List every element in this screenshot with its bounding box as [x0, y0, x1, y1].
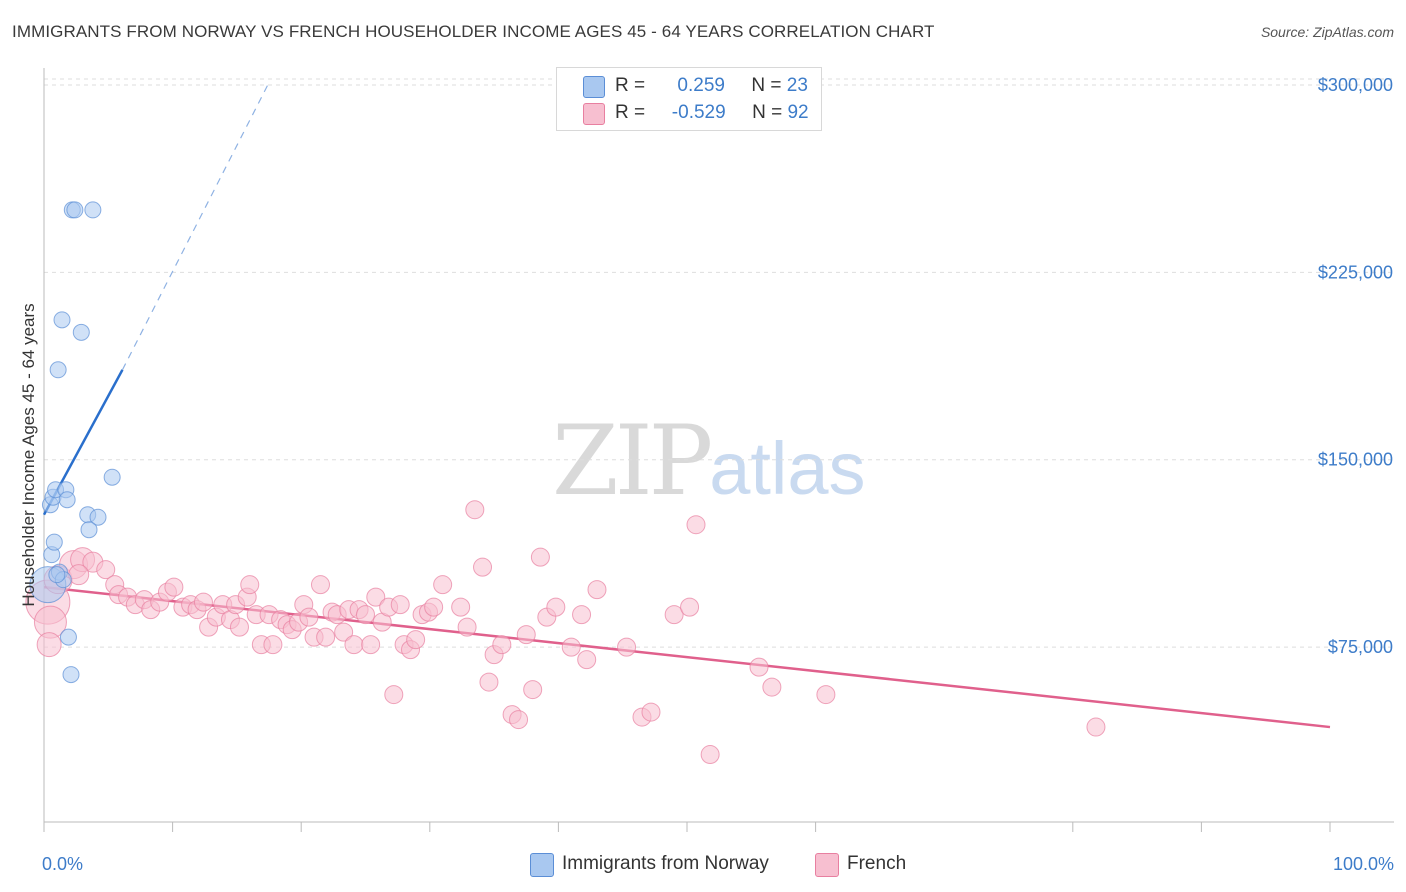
data-point-french	[457, 617, 477, 637]
data-point-french	[664, 605, 684, 625]
data-point-french	[366, 587, 386, 607]
y-tick-label: $75,000	[1328, 637, 1393, 657]
data-point-norway	[62, 666, 80, 684]
data-point-french	[36, 632, 62, 658]
data-point-french	[96, 560, 116, 580]
data-point-french	[509, 710, 529, 730]
data-point-french	[433, 575, 453, 595]
legend-swatch-norway	[583, 76, 605, 98]
legend-text-norway: R = 0.259 N = 23	[615, 75, 808, 97]
data-point-french	[310, 575, 330, 595]
legend-text-french: R = -0.529 N = 92	[615, 102, 809, 124]
data-point-french	[530, 547, 550, 567]
data-points	[25, 201, 1106, 765]
source-credit: Source: ZipAtlas.com	[1260, 24, 1394, 40]
data-point-french	[492, 635, 512, 655]
correlation-legend: R = 0.259 N = 23 R = -0.529 N = 92	[556, 67, 822, 131]
data-point-norway	[58, 491, 76, 509]
x-tick-label: 100.0%	[1333, 854, 1394, 874]
data-point-french	[641, 702, 661, 722]
legend-n-value: 92	[787, 102, 809, 123]
data-point-french	[406, 630, 426, 650]
legend-r-value: -0.529	[671, 102, 726, 123]
data-point-french	[686, 515, 706, 535]
data-point-french	[263, 635, 283, 655]
data-point-french	[479, 672, 499, 692]
y-tick-label: $150,000	[1318, 450, 1393, 470]
data-point-french	[1086, 717, 1106, 737]
data-point-norway	[53, 311, 71, 329]
data-point-norway	[66, 201, 84, 219]
data-point-french	[390, 595, 410, 615]
x-tick-label: 0.0%	[42, 854, 83, 874]
data-point-norway	[45, 533, 63, 551]
y-tick-label: $300,000	[1318, 75, 1393, 95]
legend-r-label: R =	[615, 75, 646, 96]
data-point-french	[546, 597, 566, 617]
data-point-french	[587, 580, 607, 600]
data-point-french	[680, 597, 700, 617]
data-point-french	[561, 637, 581, 657]
data-point-norway	[89, 508, 107, 526]
data-point-norway	[84, 201, 102, 219]
bottom-legend-label-norway: Immigrants from Norway	[562, 853, 769, 874]
data-point-norway	[72, 323, 90, 341]
data-point-french	[473, 557, 493, 577]
data-point-french	[617, 637, 637, 657]
data-point-french	[700, 745, 720, 765]
data-point-french	[334, 622, 354, 642]
data-point-norway	[59, 628, 77, 646]
data-point-french	[749, 657, 769, 677]
tick-labels: $75,000 $150,000 $225,000 $300,000 0.0% 100.0…	[19, 75, 1394, 874]
data-point-french	[384, 685, 404, 705]
y-tick-label: $225,000	[1318, 262, 1393, 282]
trend-extension-norway	[121, 84, 269, 371]
legend-swatch-french	[583, 103, 605, 125]
bottom-legend-label-french: French	[847, 853, 907, 874]
data-point-french	[816, 685, 836, 705]
data-point-french	[240, 575, 260, 595]
axes	[43, 68, 1394, 832]
data-point-french	[516, 625, 536, 645]
data-point-french	[316, 627, 336, 647]
gridlines	[44, 78, 1394, 648]
data-point-french	[356, 605, 375, 625]
legend-n-label: N =	[752, 102, 783, 123]
data-point-french	[572, 605, 592, 625]
data-point-french	[762, 677, 782, 697]
bottom-legend-swatch-french	[815, 853, 839, 877]
data-point-french	[344, 635, 364, 655]
data-point-french	[577, 650, 597, 670]
data-point-french	[164, 577, 184, 597]
legend-n-label: N =	[751, 75, 782, 96]
y-axis-title: Householder Income Ages 45 - 64 years	[19, 303, 38, 606]
data-point-french	[361, 635, 381, 655]
legend-r-value: 0.259	[677, 75, 725, 96]
data-point-french	[193, 592, 213, 612]
data-point-french	[523, 680, 543, 700]
data-point-norway	[49, 361, 67, 379]
chart-title: IMMIGRANTS FROM NORWAY VS FRENCH HOUSEHO…	[12, 22, 935, 41]
data-point-french	[229, 617, 249, 637]
legend-n-value: 23	[786, 75, 808, 96]
data-point-french	[299, 607, 319, 627]
data-point-french	[424, 597, 444, 617]
data-point-norway	[48, 566, 66, 584]
data-point-french	[68, 564, 90, 586]
data-point-french	[451, 597, 471, 617]
data-point-norway	[80, 521, 98, 539]
data-point-french	[465, 500, 485, 520]
bottom-legend-swatch-norway	[530, 853, 554, 877]
legend-r-label: R =	[615, 102, 646, 123]
data-point-norway	[103, 468, 121, 486]
